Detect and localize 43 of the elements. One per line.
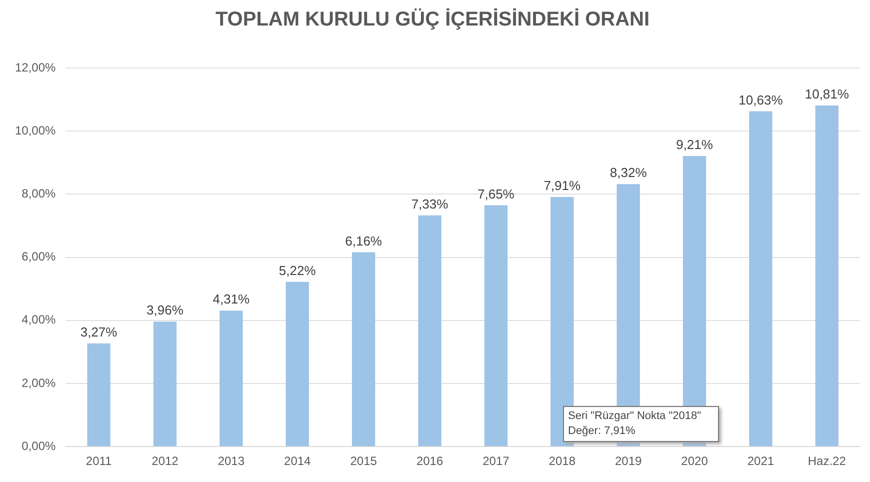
data-label: 7,33% — [411, 196, 449, 212]
data-label: 4,31% — [212, 292, 250, 307]
data-label: 5,22% — [278, 262, 316, 278]
y-tick-label: 2,00% — [22, 376, 56, 390]
y-tick-label: 4,00% — [22, 312, 56, 327]
x-tick-label: 2020 — [681, 454, 708, 468]
bar — [815, 106, 838, 446]
data-label: 9,21% — [676, 137, 714, 152]
x-tick-label: 2011 — [86, 454, 112, 468]
x-tick-label: 2013 — [218, 454, 245, 468]
chart-title: TOPLAM KURULU GÜÇ İÇERİSİNDEKİ ORANI — [215, 8, 650, 31]
data-label: 6,16% — [345, 233, 382, 248]
x-tick-label: 2018 — [548, 454, 576, 468]
x-tick-label: 2014 — [284, 454, 312, 468]
data-label: 7,91% — [544, 178, 581, 194]
y-tick-label: 12,00% — [14, 60, 56, 74]
bar — [749, 111, 772, 446]
bar — [418, 215, 442, 446]
bar — [220, 310, 243, 446]
y-tick-label: 10,00% — [14, 123, 56, 138]
y-tick-label: 8,00% — [22, 186, 56, 201]
y-tick-label: 0,00% — [22, 438, 56, 453]
x-tick-label: 2012 — [152, 454, 179, 468]
x-tick-label: Haz.22 — [808, 454, 846, 468]
data-label: 10,63% — [738, 92, 784, 108]
x-tick-label: 2016 — [416, 454, 444, 468]
bar — [286, 282, 309, 446]
annotation: Değer: 7,91% — [568, 424, 636, 439]
annotation: Seri "Rüzgar" Nokta "2018" — [568, 409, 702, 424]
x-tick-label: 2015 — [350, 454, 378, 468]
bar — [484, 205, 508, 446]
x-tick-label: 2017 — [482, 454, 510, 468]
data-label: 10,81% — [804, 86, 850, 102]
data-label: 3,27% — [80, 324, 118, 340]
x-tick-label: 2019 — [614, 454, 642, 468]
x-tick-label: 2021 — [747, 454, 774, 468]
data-label: 8,32% — [610, 165, 648, 180]
bar — [153, 322, 177, 446]
data-label: 3,96% — [146, 302, 184, 318]
data-label: 7,65% — [478, 186, 515, 202]
bar — [352, 252, 376, 446]
bar — [87, 343, 110, 446]
y-tick-label: 6,00% — [22, 250, 56, 264]
